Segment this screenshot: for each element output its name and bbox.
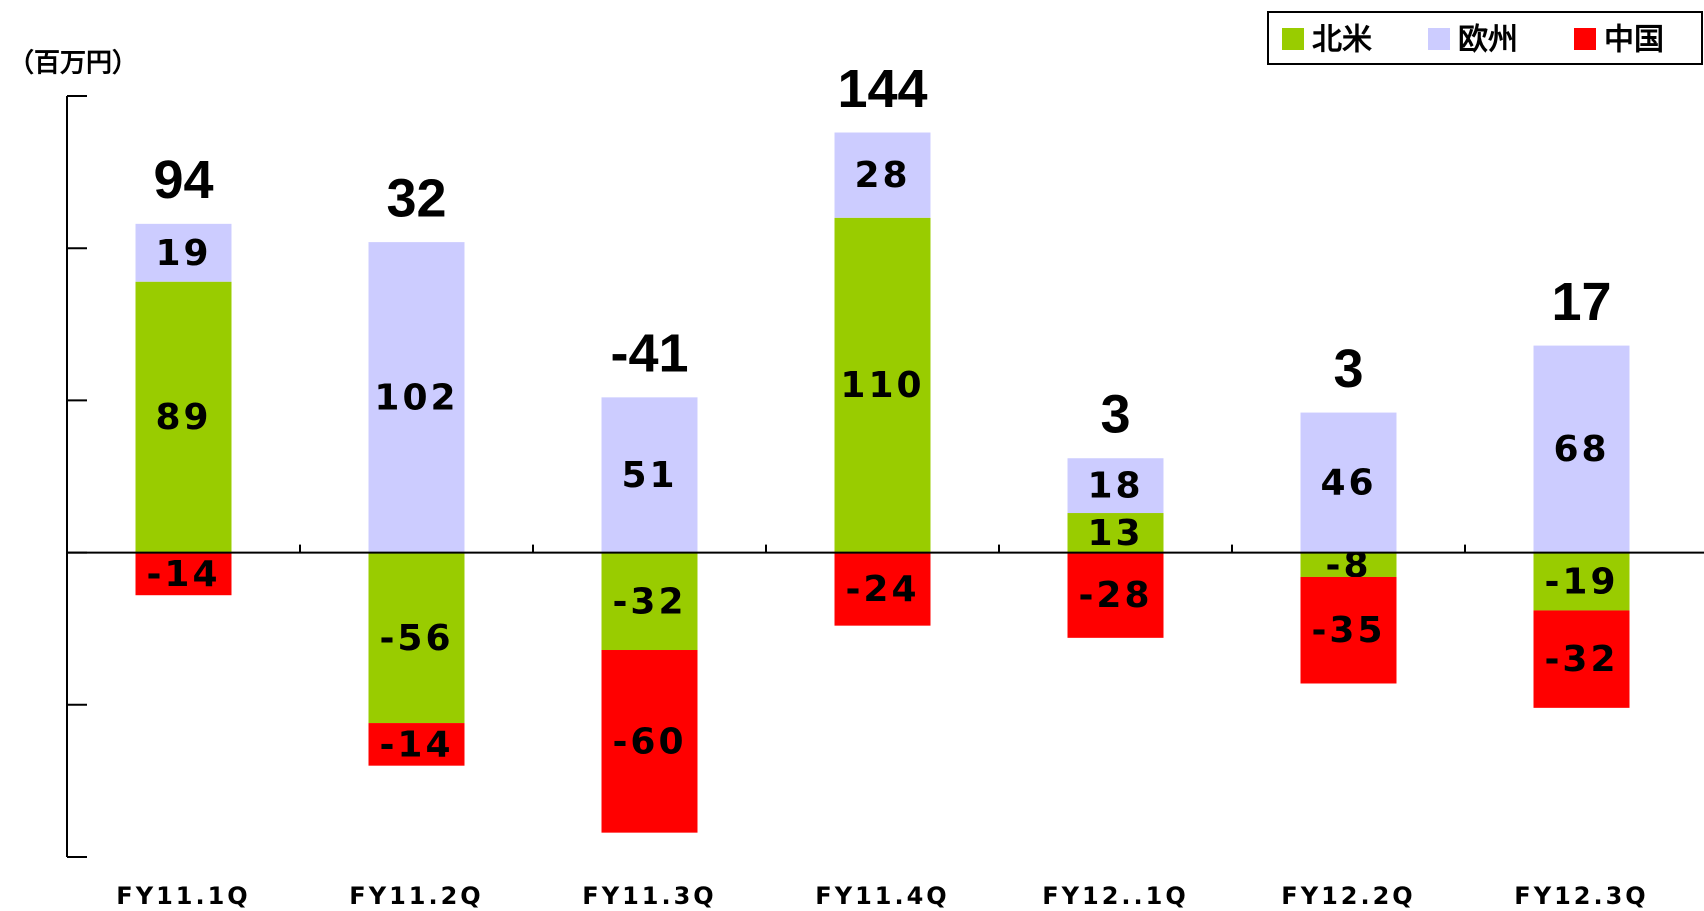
segment-label: -56: [379, 618, 453, 659]
segment-label: -32: [612, 581, 686, 622]
segment-label: 51: [621, 455, 677, 496]
segment-label: -24: [845, 569, 919, 610]
x-tick-label: FY12.3Q: [1514, 882, 1648, 910]
x-tick-label: FY11.4Q: [815, 882, 949, 910]
total-label: 3: [1333, 339, 1363, 399]
bar-segment: [834, 552, 931, 626]
x-tick-label: FY12..1Q: [1042, 882, 1189, 910]
x-tick-label: FY11.2Q: [349, 882, 483, 910]
y-unit: （百万円）: [8, 49, 138, 79]
bar-segment: [1067, 458, 1164, 514]
bar-segment: [135, 281, 232, 553]
bar-segment: [135, 223, 232, 282]
bar-segment: [1533, 345, 1630, 553]
segment-label: 110: [840, 365, 924, 406]
bar-segment: [368, 552, 465, 724]
bar-segment: [1300, 412, 1397, 553]
bar-segment: [1300, 552, 1397, 577]
segment-label: -60: [612, 721, 686, 762]
legend-swatch: [1574, 28, 1596, 50]
legend-swatch: [1428, 28, 1450, 50]
segment-label: 13: [1087, 513, 1143, 554]
legend-label: 欧州: [1458, 23, 1518, 58]
legend-label: 中国: [1604, 23, 1664, 58]
x-tick-label: FY11.1Q: [116, 882, 250, 910]
legend-box: [1267, 11, 1703, 65]
legend-swatch: [1282, 28, 1304, 50]
segment-label: 68: [1553, 429, 1609, 470]
bar-segment: [1067, 513, 1164, 553]
segment-label: 28: [854, 155, 910, 196]
segment-label: 46: [1320, 463, 1376, 504]
segment-label: -35: [1311, 610, 1385, 651]
total-label: 144: [837, 59, 927, 119]
segment-label: -19: [1544, 562, 1618, 603]
bar-segment: [368, 723, 465, 766]
bar-segment: [1533, 610, 1630, 708]
bar-segment: [601, 397, 698, 553]
total-label: 3: [1100, 385, 1130, 445]
segment-label: 19: [155, 233, 211, 274]
bar-segment: [135, 552, 232, 596]
bar-segment: [834, 132, 931, 218]
segment-label: -14: [146, 554, 220, 595]
bar-segment: [601, 552, 698, 651]
bar-segment: [1300, 576, 1397, 684]
total-label: 32: [386, 168, 446, 228]
legend-label: 北米: [1312, 23, 1372, 58]
segment-label: 18: [1087, 466, 1143, 507]
bar-segment: [1533, 552, 1630, 611]
x-tick-label: FY12.2Q: [1281, 882, 1415, 910]
bar-segment: [1067, 552, 1164, 638]
total-label: 94: [153, 150, 213, 210]
total-label: 17: [1551, 272, 1611, 332]
segment-label: 89: [155, 397, 211, 438]
bar-segment: [368, 242, 465, 553]
segment-label: 102: [374, 377, 458, 418]
x-tick-label: FY11.3Q: [582, 882, 716, 910]
bar-segment: [601, 650, 698, 833]
segment-label: -14: [379, 724, 453, 765]
total-label: -41: [610, 324, 688, 384]
segment-label: -28: [1078, 575, 1152, 616]
bar-segment: [834, 217, 931, 553]
segment-label: -32: [1544, 639, 1618, 680]
